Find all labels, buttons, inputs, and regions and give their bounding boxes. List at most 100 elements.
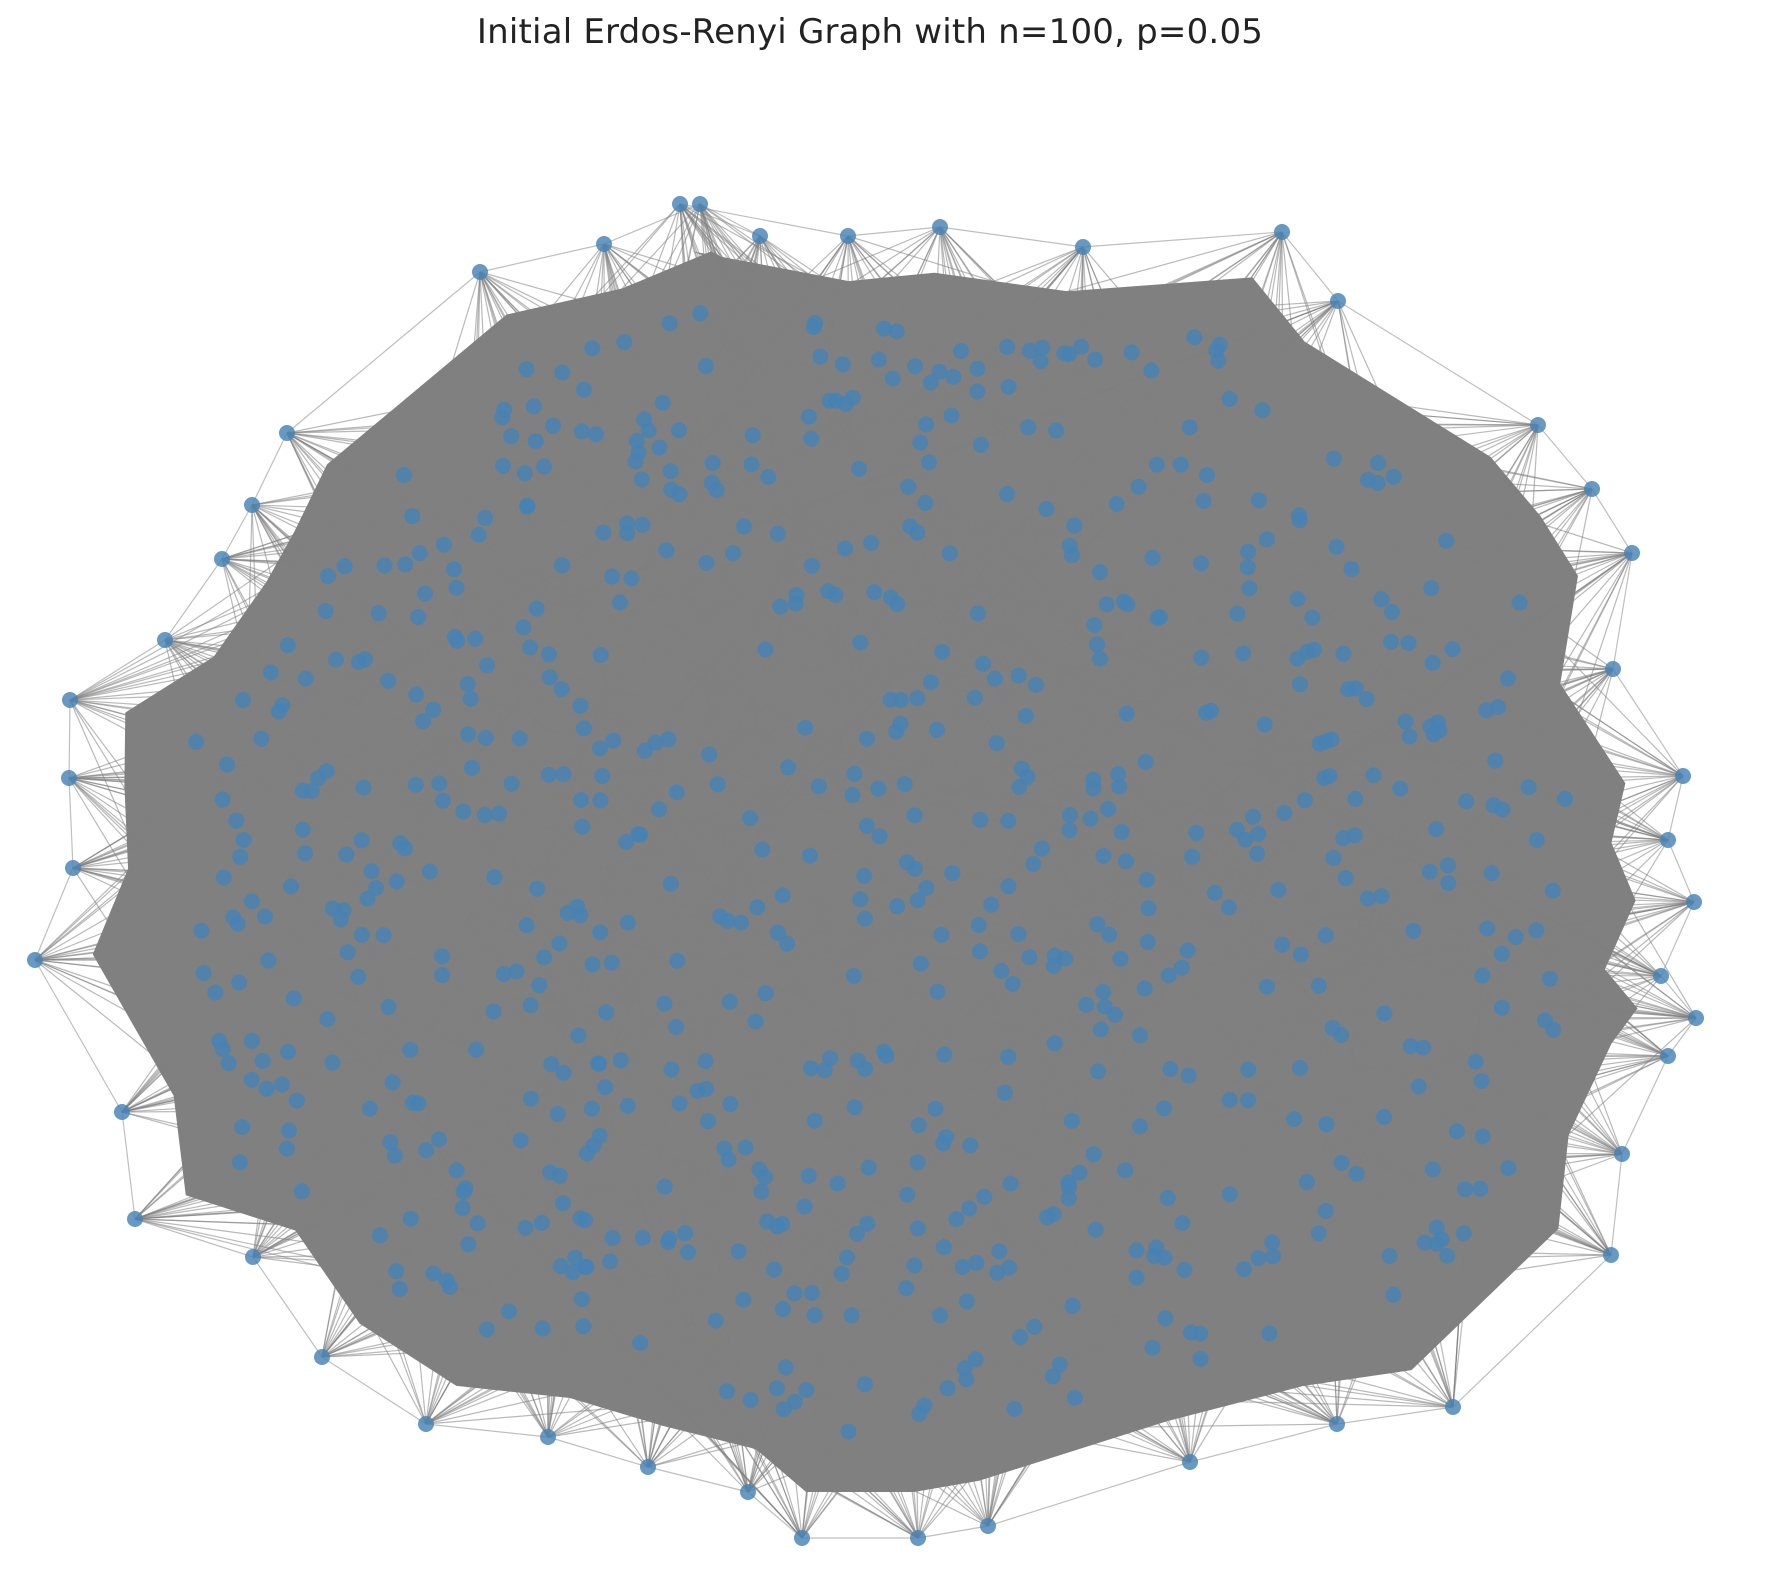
graph-edge xyxy=(1181,668,1614,1224)
graph-node xyxy=(849,1225,865,1242)
graph-node xyxy=(797,719,814,736)
graph-node xyxy=(991,1243,1008,1260)
graph-node xyxy=(425,1265,442,1282)
graph-node xyxy=(434,948,451,965)
graph-edge xyxy=(425,1299,744,1425)
graph-node xyxy=(243,1071,260,1088)
graph-edge xyxy=(1612,668,1684,777)
graph-edge xyxy=(425,986,1268,1425)
graph-edge xyxy=(801,1068,1171,1539)
graph-node xyxy=(774,887,791,904)
graph-node xyxy=(939,1380,956,1397)
graph-node xyxy=(845,967,862,984)
graph-edge xyxy=(699,203,1538,841)
graph-node xyxy=(632,1335,649,1351)
graph-node xyxy=(1259,978,1276,995)
graph-node xyxy=(780,759,797,776)
graph-node xyxy=(1144,1339,1161,1356)
graph-edge xyxy=(603,243,926,504)
graph-node xyxy=(435,536,452,553)
graph-node xyxy=(1101,926,1118,943)
graph-edge xyxy=(699,203,1394,1296)
graph-node xyxy=(910,1530,926,1546)
graph-node xyxy=(518,361,535,378)
graph-edge xyxy=(813,326,1593,490)
graph-edge xyxy=(164,639,1155,1257)
graph-node xyxy=(318,763,335,780)
graph-edge xyxy=(72,737,520,869)
graph-node xyxy=(906,807,923,824)
graph-node xyxy=(935,1239,952,1256)
graph-node xyxy=(725,545,742,562)
graph-edge xyxy=(639,235,761,1344)
graph-node xyxy=(1000,812,1017,829)
graph-edge xyxy=(441,974,549,1438)
graph-node xyxy=(912,955,929,972)
graph-node xyxy=(1085,1146,1102,1163)
graph-node xyxy=(636,411,652,428)
graph-node xyxy=(214,551,230,567)
graph-node xyxy=(469,1215,486,1232)
graph-edge xyxy=(164,639,479,1224)
graph-node xyxy=(598,1004,615,1021)
graph-edge xyxy=(678,430,803,1539)
graph-edge xyxy=(780,606,1669,841)
graph-node xyxy=(418,1142,435,1159)
graph-edge xyxy=(1410,424,1539,1047)
graph-node xyxy=(900,478,917,495)
graph-node xyxy=(1603,1247,1619,1263)
graph-node xyxy=(920,454,937,471)
graph-edge xyxy=(699,203,784,1309)
graph-edge xyxy=(759,235,1123,833)
graph-node xyxy=(402,1210,419,1227)
graph-node xyxy=(207,984,224,1001)
graph-node xyxy=(407,776,424,793)
graph-node xyxy=(837,540,854,557)
graph-edge xyxy=(267,960,549,1438)
graph-node xyxy=(1688,1010,1704,1026)
graph-node xyxy=(448,1162,465,1179)
graph-edge xyxy=(939,226,1084,248)
graph-node xyxy=(912,434,929,451)
graph-node xyxy=(662,463,679,480)
graph-node xyxy=(280,1043,296,1060)
graph-node xyxy=(760,469,777,485)
graph-node xyxy=(972,811,989,828)
graph-node xyxy=(1376,1005,1393,1022)
graph-node xyxy=(1172,456,1189,473)
graph-edge xyxy=(605,839,1669,1088)
graph-node xyxy=(1090,1063,1107,1080)
graph-node xyxy=(459,676,476,693)
graph-node xyxy=(380,999,397,1015)
graph-node xyxy=(884,370,901,387)
graph-node xyxy=(1317,1203,1334,1219)
graph-node xyxy=(747,1013,764,1030)
graph-node xyxy=(1265,1248,1282,1265)
graph-node xyxy=(355,779,372,796)
graph-edge xyxy=(917,427,1191,1539)
graph-edge xyxy=(699,203,813,567)
graph-node xyxy=(754,841,771,858)
graph-edge xyxy=(69,699,1055,1044)
graph-node xyxy=(1528,922,1545,939)
graph-node xyxy=(602,1253,619,1270)
graph-node xyxy=(856,867,873,884)
graph-edge xyxy=(164,639,1254,818)
graph-edge xyxy=(508,226,941,1312)
graph-edge xyxy=(69,699,1070,831)
graph-node xyxy=(540,646,557,663)
graph-edge xyxy=(814,1314,1454,1408)
graph-node xyxy=(1118,705,1135,722)
graph-edge xyxy=(479,271,897,733)
graph-node xyxy=(983,896,1000,913)
graph-node xyxy=(902,518,919,535)
graph-node xyxy=(721,993,738,1010)
graph-node xyxy=(1274,936,1291,953)
graph-node xyxy=(1157,1310,1174,1327)
graph-edge xyxy=(321,1356,427,1425)
graph-node xyxy=(569,898,586,915)
graph-node xyxy=(1010,667,1027,684)
graph-node xyxy=(516,465,533,482)
graph-node xyxy=(619,914,636,931)
graph-edge xyxy=(286,432,947,1138)
